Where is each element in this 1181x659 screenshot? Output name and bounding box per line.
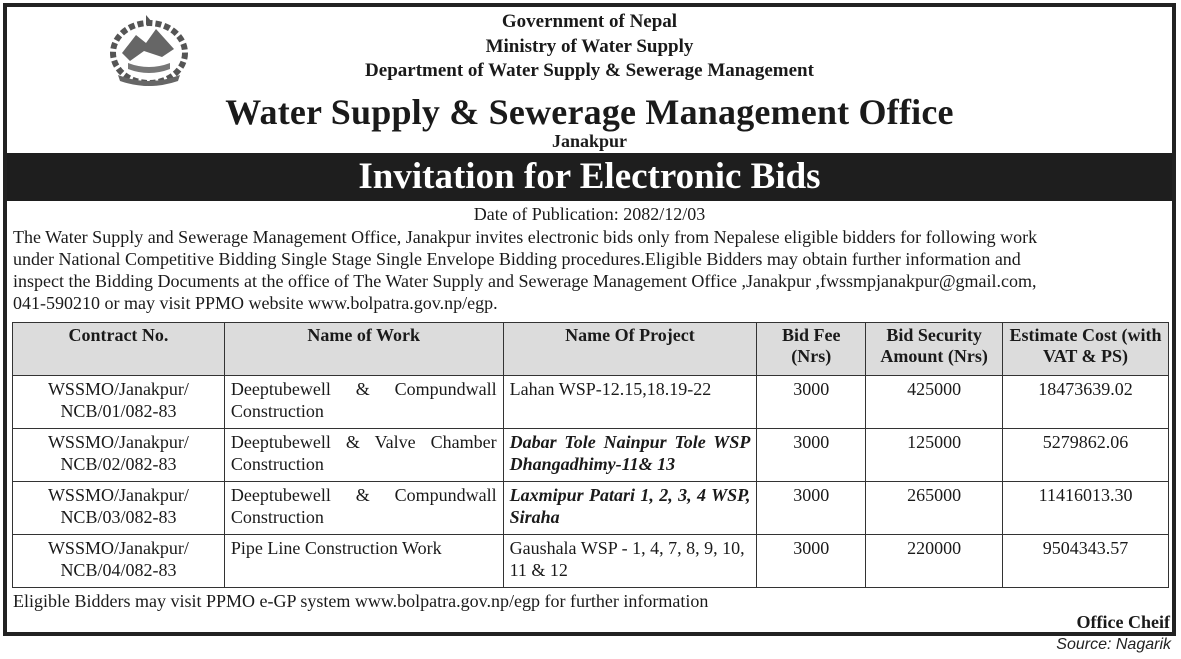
cell-bid-security: 265000 xyxy=(865,481,1004,535)
ministry-name: Ministry of Water Supply xyxy=(485,36,694,57)
header-name-of-project: Name Of Project xyxy=(502,322,758,376)
header-estimate-cost: Estimate Cost (with VAT & PS) xyxy=(1002,322,1169,376)
office-city: Janakpur xyxy=(551,131,628,151)
cell-estimate-cost: 11416013.30 xyxy=(1002,481,1169,535)
cell-estimate-cost: 5279862.06 xyxy=(1002,428,1169,482)
footer-note: Eligible Bidders may visit PPMO e-GP sys… xyxy=(13,591,709,611)
intro-line: The Water Supply and Sewerage Management… xyxy=(13,227,1038,247)
cell-contract-no: WSSMO/Janakpur/ NCB/03/082-83 xyxy=(12,481,225,535)
cell-name-of-project: Lahan WSP-12.15,18.19-22 xyxy=(502,375,758,429)
cell-bid-security: 220000 xyxy=(865,534,1004,588)
notice-header: Government of Nepal Ministry of Water Su… xyxy=(7,7,1172,153)
cell-name-of-work: Deeptubewell & Valve Chamber Constructio… xyxy=(223,428,504,482)
bids-table: Contract No. Name of Work Name Of Projec… xyxy=(12,322,1169,588)
intro-line: under National Competitive Bidding Singl… xyxy=(13,249,1021,269)
cell-bid-fee: 3000 xyxy=(756,481,867,535)
cell-bid-fee: 3000 xyxy=(756,428,867,482)
table-row: WSSMO/Janakpur/ NCB/03/082-83 Deeptubewe… xyxy=(12,481,1169,535)
cell-estimate-cost: 9504343.57 xyxy=(1002,534,1169,588)
source-credit: Source: Nagarik xyxy=(1056,636,1171,653)
table-row: WSSMO/Janakpur/ NCB/04/082-83 Pipe Line … xyxy=(12,534,1169,588)
government-name: Government of Nepal xyxy=(501,11,678,32)
signoff: Office Cheif xyxy=(1076,612,1170,632)
cell-bid-security: 125000 xyxy=(865,428,1004,482)
cell-name-of-work: Pipe Line Construction Work xyxy=(223,534,504,588)
notice-frame: Government of Nepal Ministry of Water Su… xyxy=(3,3,1176,636)
cell-contract-no: WSSMO/Janakpur/ NCB/04/082-83 xyxy=(12,534,225,588)
office-name: Water Supply & Sewerage Management Offic… xyxy=(225,92,954,132)
cell-name-of-project: Gaushala WSP - 1, 4, 7, 8, 9, 10, 11 & 1… xyxy=(502,534,758,588)
cell-estimate-cost: 18473639.02 xyxy=(1002,375,1169,429)
intro-line: inspect the Bidding Documents at the off… xyxy=(13,271,1037,291)
table-row: WSSMO/Janakpur/ NCB/01/082-83 Deeptubewe… xyxy=(12,375,1169,429)
cell-contract-no: WSSMO/Janakpur/ NCB/02/082-83 xyxy=(12,428,225,482)
notice-title: Invitation for Electronic Bids xyxy=(7,153,1172,201)
cell-name-of-work: Deeptubewell & Compundwall Construction xyxy=(223,375,504,429)
cell-name-of-project: Dabar Tole Nainpur Tole WSP Dhangadhimy-… xyxy=(502,428,758,482)
table-header-row: Contract No. Name of Work Name Of Projec… xyxy=(12,322,1169,376)
publication-date: Date of Publication: 2082/12/03 xyxy=(473,204,706,224)
cell-bid-fee: 3000 xyxy=(756,375,867,429)
department-name: Department of Water Supply & Sewerage Ma… xyxy=(365,60,814,81)
intro-paragraph: The Water Supply and Sewerage Management… xyxy=(13,226,1173,314)
header-name-of-work: Name of Work xyxy=(223,322,504,376)
header-bid-fee: Bid Fee (Nrs) xyxy=(756,322,867,376)
cell-name-of-work: Deeptubewell & Compundwall Construction xyxy=(223,481,504,535)
cell-name-of-project: Laxmipur Patari 1, 2, 3, 4 WSP, Siraha xyxy=(502,481,758,535)
header-contract-no: Contract No. xyxy=(12,322,225,376)
cell-bid-security: 425000 xyxy=(865,375,1004,429)
header-bid-security: Bid Security Amount (Nrs) xyxy=(865,322,1004,376)
cell-bid-fee: 3000 xyxy=(756,534,867,588)
table-row: WSSMO/Janakpur/ NCB/02/082-83 Deeptubewe… xyxy=(12,428,1169,482)
intro-line: 041-590210 or may visit PPMO website www… xyxy=(13,293,498,313)
cell-contract-no: WSSMO/Janakpur/ NCB/01/082-83 xyxy=(12,375,225,429)
nepal-emblem-icon xyxy=(110,15,188,86)
